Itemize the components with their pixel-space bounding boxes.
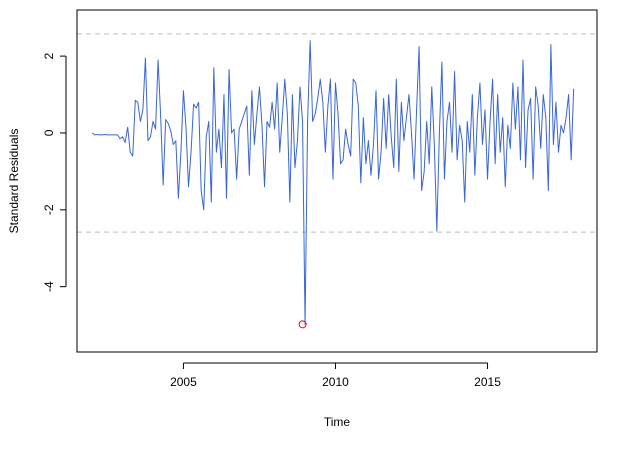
x-axis: 2005 2010 2015 (170, 362, 501, 389)
plot-frame (76, 9, 598, 353)
outlier-marker-layer (298, 320, 307, 329)
x-axis-label: Time (324, 415, 351, 429)
series-layer (91, 40, 575, 325)
y-axis: -4 -2 0 2 (42, 52, 67, 292)
outlier-marker (298, 320, 307, 329)
y-axis-label: Standard Residuals (7, 129, 21, 234)
series-line-0 (91, 40, 575, 325)
y-tick-label: -4 (42, 281, 56, 292)
x-tick-label: 2010 (322, 375, 349, 389)
y-tick-label: 2 (42, 52, 56, 59)
x-tick-label: 2015 (474, 375, 501, 389)
y-tick-label: -2 (42, 204, 56, 215)
x-tick-label: 2005 (170, 375, 197, 389)
reference-lines (77, 33, 597, 233)
y-tick-label: 0 (42, 129, 56, 136)
